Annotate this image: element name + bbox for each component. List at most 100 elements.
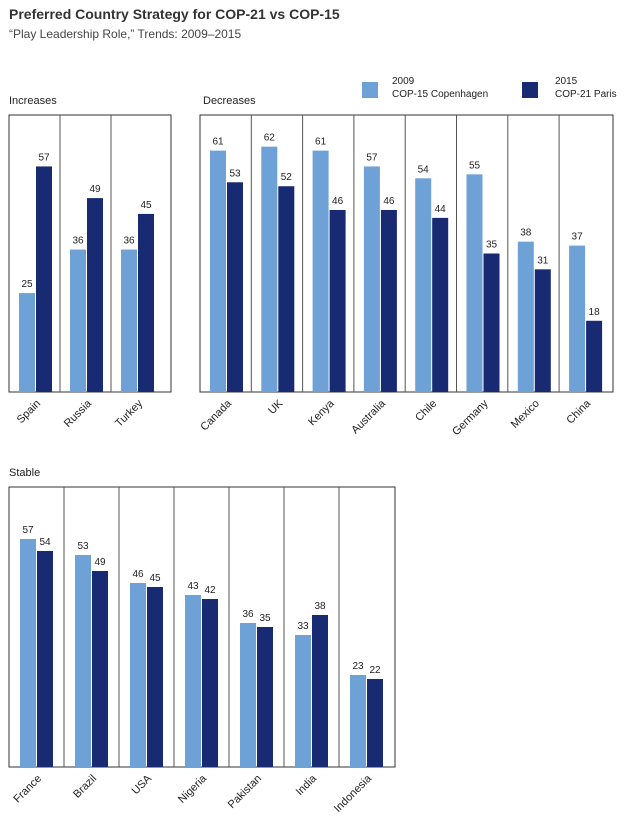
- value-label-indonesia-2009: 23: [352, 661, 364, 672]
- chart-title: Preferred Country Strategy for COP-21 vs…: [9, 6, 340, 22]
- bar-kenya-2015: [329, 209, 346, 392]
- bar-turkey-2009: [121, 249, 137, 392]
- value-label-uk-2009: 62: [264, 133, 276, 144]
- bar-uk-2015: [278, 186, 295, 392]
- value-label-turkey-2015: 45: [140, 200, 152, 211]
- category-label-uk: UK: [266, 397, 286, 417]
- bar-nigeria-2009: [185, 595, 201, 767]
- bar-pakistan-2009: [240, 623, 256, 767]
- bar-pakistan-2015: [257, 627, 273, 767]
- value-label-pakistan-2015: 35: [259, 613, 271, 624]
- bar-india-2009: [295, 635, 311, 767]
- bar-australia-2015: [380, 209, 397, 392]
- bar-russia-2009: [70, 249, 86, 392]
- stable-panel-title: Stable: [9, 467, 40, 479]
- value-label-spain-2009: 25: [21, 279, 33, 290]
- category-label-brazil: Brazil: [71, 773, 99, 801]
- legend-label-2009-event: COP-15 Copenhagen: [392, 89, 489, 100]
- legend-swatch-2015: [522, 82, 538, 98]
- category-label-mexico: Mexico: [509, 398, 542, 431]
- value-label-australia-2009: 57: [366, 152, 378, 163]
- value-label-brazil-2009: 53: [77, 541, 89, 552]
- decreases-panel-title: Decreases: [203, 95, 256, 107]
- category-label-china: China: [564, 397, 593, 426]
- category-label-russia: Russia: [62, 397, 95, 430]
- category-label-france: France: [11, 773, 44, 806]
- bar-nigeria-2015: [202, 599, 218, 767]
- bar-usa-2009: [130, 583, 146, 767]
- chart-subtitle: “Play Leadership Role,” Trends: 2009–201…: [9, 27, 242, 41]
- value-label-russia-2009: 36: [72, 236, 84, 247]
- bar-china-2015: [586, 320, 603, 392]
- value-label-canada-2009: 61: [212, 137, 224, 148]
- bar-spain-2009: [19, 293, 35, 392]
- bar-indonesia-2015: [367, 679, 383, 767]
- bar-mexico-2015: [534, 269, 551, 392]
- bar-spain-2015: [36, 166, 52, 392]
- bar-chile-2009: [415, 178, 432, 392]
- value-label-kenya-2015: 46: [332, 196, 344, 207]
- value-label-spain-2015: 57: [38, 152, 50, 163]
- value-label-brazil-2015: 49: [94, 557, 106, 568]
- category-label-india: India: [294, 772, 320, 798]
- value-label-chile-2015: 44: [435, 204, 447, 215]
- value-label-uk-2015: 52: [281, 172, 293, 183]
- value-label-mexico-2009: 38: [520, 228, 532, 239]
- value-label-nigeria-2009: 43: [187, 581, 199, 592]
- category-label-germany: Germany: [450, 397, 491, 438]
- bar-canada-2009: [210, 150, 226, 392]
- value-label-australia-2015: 46: [383, 196, 395, 207]
- bar-india-2015: [312, 615, 328, 767]
- value-label-turkey-2009: 36: [123, 236, 135, 247]
- legend-label-2009-year: 2009: [392, 76, 415, 87]
- legend-label-2015-year: 2015: [555, 76, 578, 87]
- value-label-india-2009: 33: [297, 621, 309, 632]
- bar-indonesia-2009: [350, 675, 366, 767]
- value-label-chile-2009: 54: [418, 164, 430, 175]
- bar-china-2009: [569, 245, 586, 392]
- bar-brazil-2009: [75, 555, 91, 767]
- category-label-spain: Spain: [15, 398, 43, 426]
- category-label-canada: Canada: [198, 397, 234, 433]
- bar-brazil-2015: [92, 571, 108, 767]
- category-label-usa: USA: [130, 772, 155, 797]
- value-label-mexico-2015: 31: [537, 255, 549, 266]
- bar-chile-2015: [432, 217, 449, 392]
- value-label-usa-2009: 46: [132, 569, 144, 580]
- bar-germany-2009: [466, 174, 483, 392]
- category-label-turkey: Turkey: [113, 397, 145, 429]
- category-label-australia: Australia: [349, 397, 388, 436]
- category-label-pakistan: Pakistan: [226, 773, 264, 811]
- value-label-china-2009: 37: [572, 232, 584, 243]
- value-label-france-2015: 54: [39, 537, 51, 548]
- value-label-indonesia-2015: 22: [369, 665, 381, 676]
- value-label-kenya-2009: 61: [315, 137, 327, 148]
- legend-label-2015-event: COP-21 Paris: [555, 89, 617, 100]
- bar-germany-2015: [483, 253, 500, 392]
- increases-panel-title: Increases: [9, 95, 57, 107]
- bar-turkey-2015: [138, 213, 154, 392]
- bar-uk-2009: [261, 146, 278, 392]
- value-label-canada-2015: 53: [229, 168, 241, 179]
- category-label-nigeria: Nigeria: [176, 772, 210, 806]
- bar-russia-2015: [87, 198, 103, 392]
- value-label-india-2015: 38: [314, 601, 326, 612]
- bar-mexico-2009: [517, 241, 534, 392]
- value-label-russia-2015: 49: [89, 184, 101, 195]
- category-label-chile: Chile: [413, 398, 439, 424]
- bar-france-2015: [37, 551, 53, 767]
- value-label-germany-2015: 35: [486, 240, 498, 251]
- value-label-nigeria-2015: 42: [204, 585, 216, 596]
- value-label-usa-2015: 45: [149, 573, 161, 584]
- value-label-germany-2009: 55: [469, 160, 481, 171]
- bar-canada-2015: [227, 182, 243, 392]
- value-label-china-2015: 18: [589, 307, 601, 318]
- bar-kenya-2009: [312, 150, 329, 392]
- value-label-pakistan-2009: 36: [242, 609, 254, 620]
- decreases-panel-frame: [199, 114, 614, 393]
- legend-swatch-2009: [362, 82, 378, 98]
- category-label-kenya: Kenya: [306, 397, 337, 428]
- category-label-indonesia: Indonesia: [332, 772, 375, 815]
- bar-france-2009: [20, 539, 36, 767]
